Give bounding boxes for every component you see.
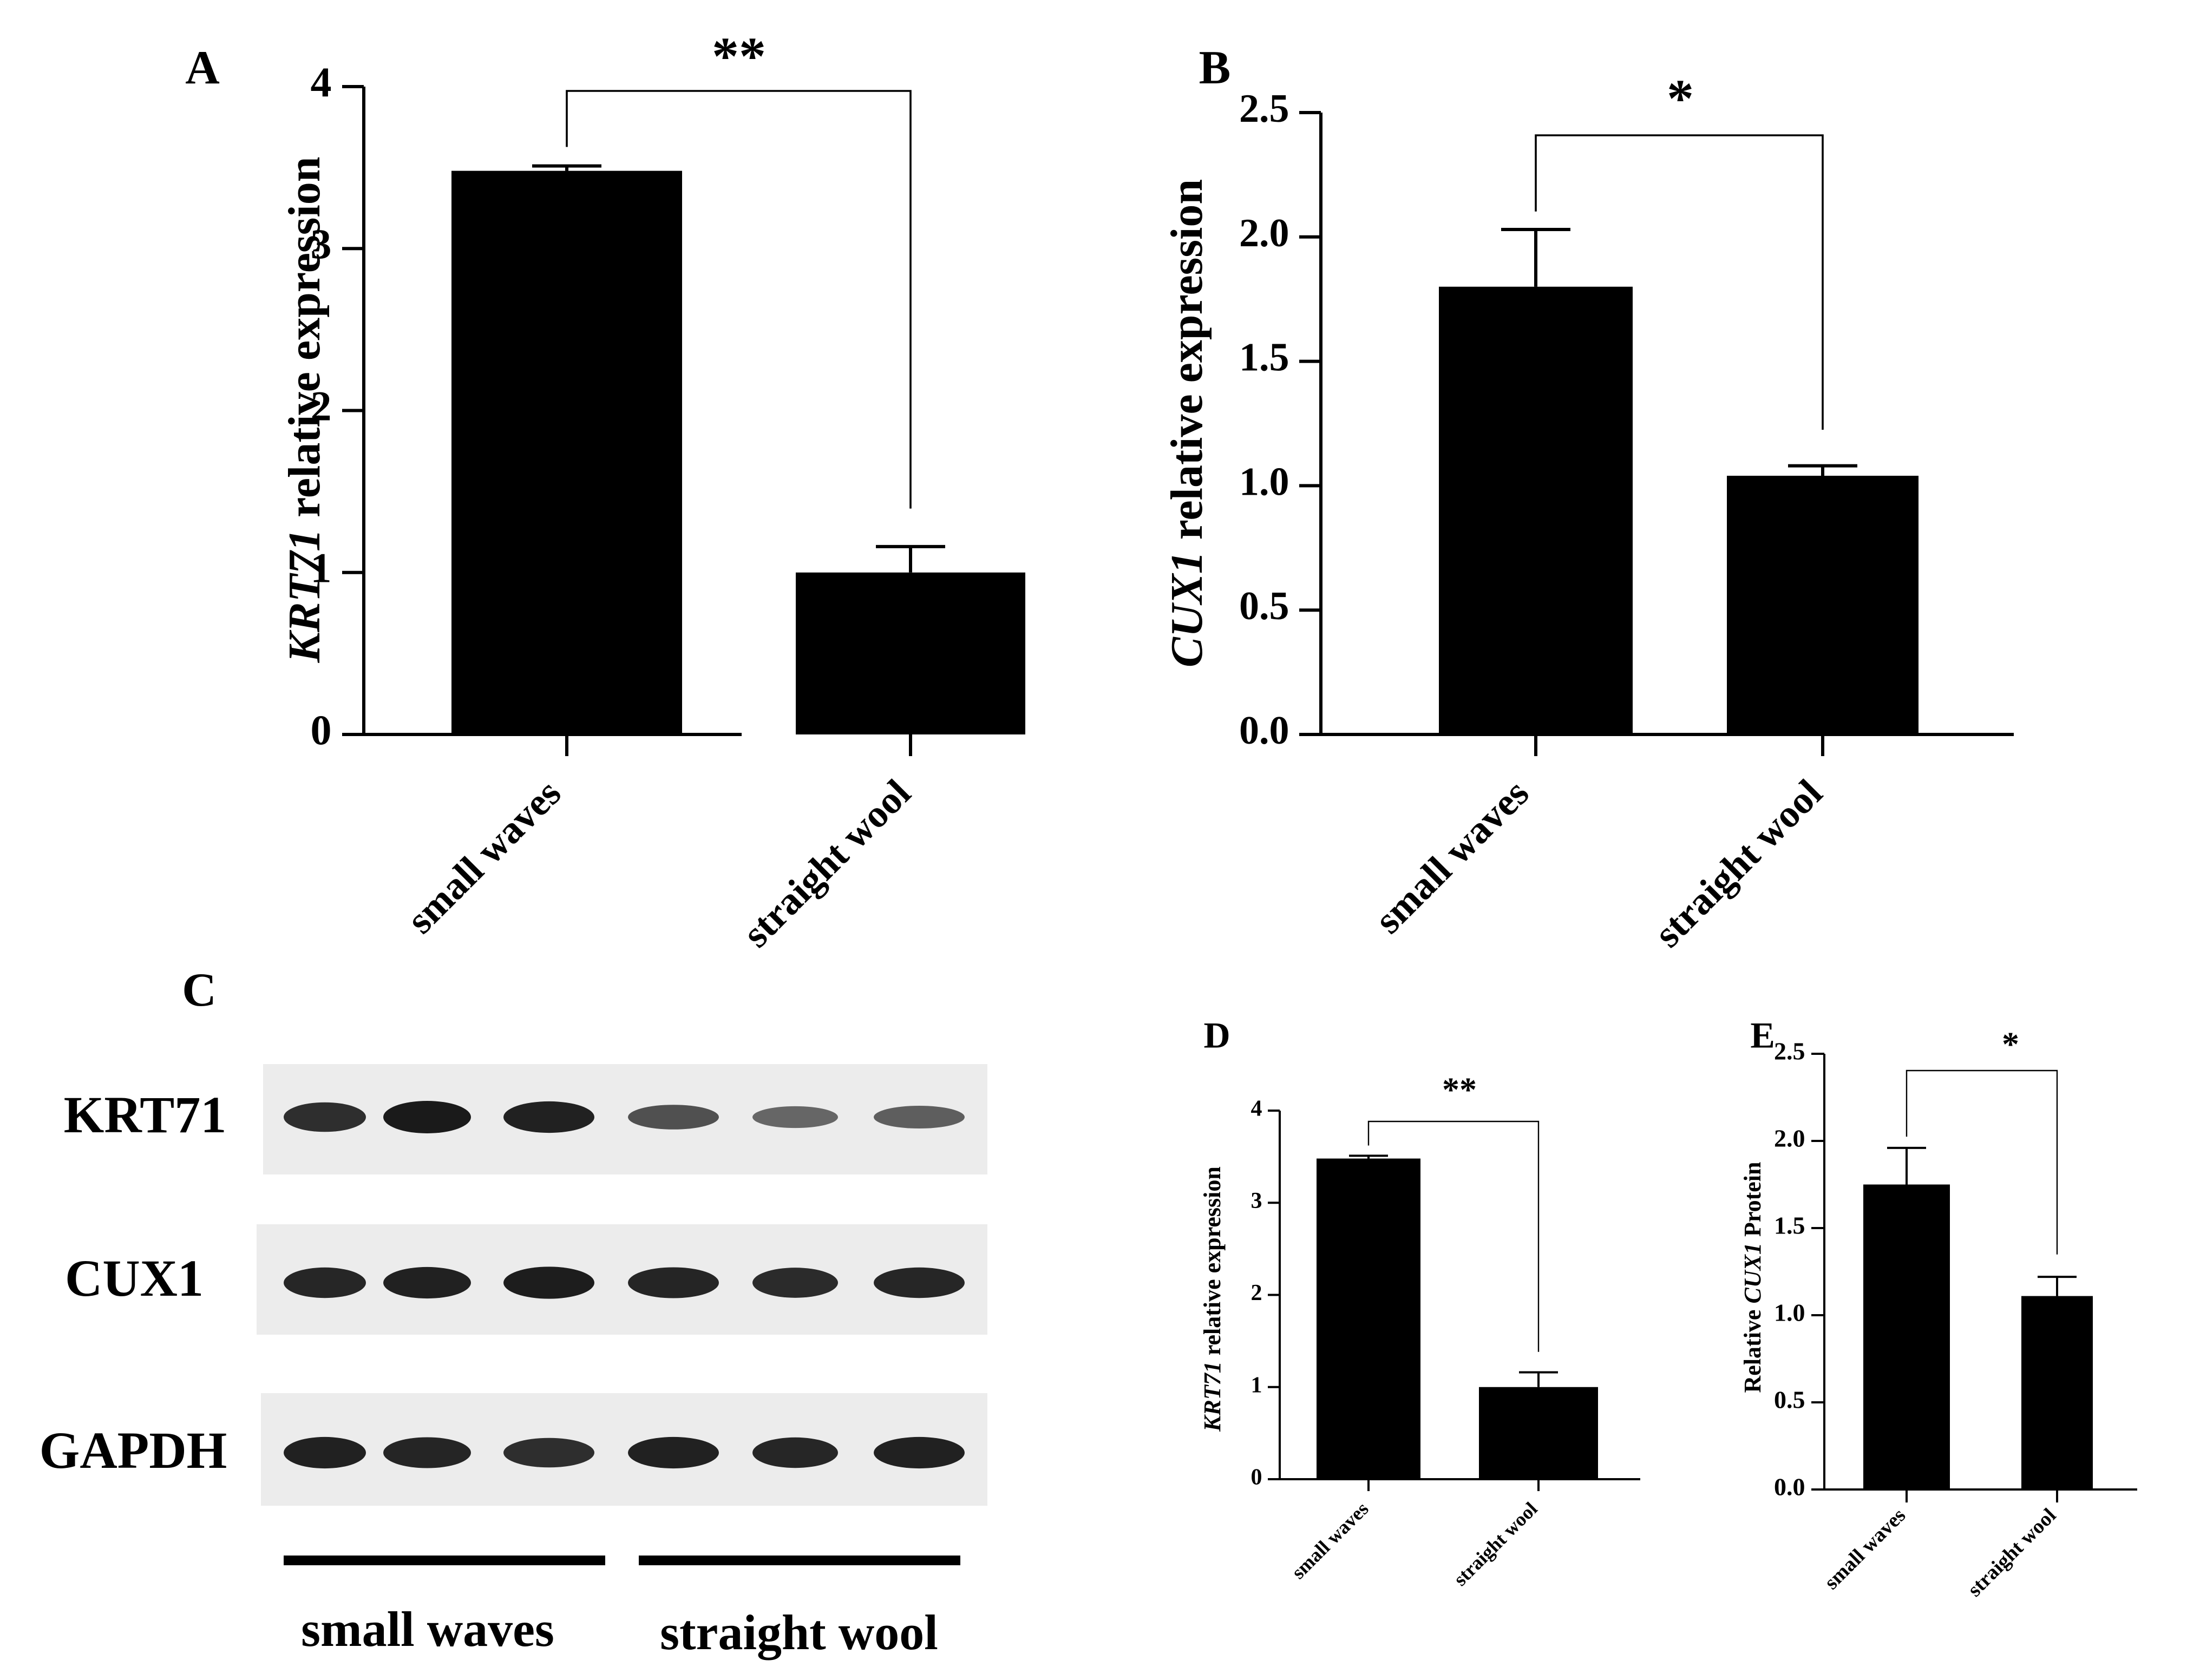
- blot-band: [628, 1105, 719, 1130]
- blot-strip: [261, 1393, 987, 1506]
- y-axis-label-gene: CUX1: [1739, 1243, 1766, 1303]
- y-tick-label: 2: [311, 382, 332, 429]
- bar: [796, 572, 1025, 734]
- blot-band: [383, 1101, 471, 1133]
- x-tick-label: small waves: [1820, 1504, 1910, 1594]
- y-axis-label: CUX1 relative expression: [1162, 179, 1212, 667]
- x-tick-label: straight wool: [1963, 1504, 2061, 1602]
- group-line: [639, 1556, 960, 1565]
- significance-marker: *: [2002, 1025, 2019, 1064]
- y-axis-label-gene: KRT71: [1199, 1361, 1226, 1432]
- x-tick-label: straight wool: [1449, 1498, 1541, 1590]
- y-tick-label: 1.5: [1239, 336, 1289, 380]
- y-axis-label: KRT71 relative expression: [1199, 1166, 1226, 1432]
- blot-row-label: KRT71: [64, 1086, 227, 1144]
- blot-band: [752, 1106, 838, 1128]
- significance-bracket: [566, 90, 912, 509]
- significance-marker: **: [1442, 1071, 1477, 1109]
- blot-band: [284, 1436, 366, 1469]
- x-tick-label: small waves: [398, 771, 569, 942]
- significance-bracket: [1906, 1069, 2058, 1255]
- y-tick-label: 2.0: [1239, 211, 1289, 255]
- blot-band: [284, 1267, 366, 1298]
- y-tick-label: 1: [1251, 1373, 1262, 1397]
- group-label: small waves: [301, 1602, 554, 1657]
- y-tick-label: 0: [1251, 1465, 1262, 1490]
- y-tick-label: 0: [311, 706, 332, 753]
- group-line: [284, 1556, 605, 1565]
- y-tick-label: 0.0: [1239, 708, 1289, 753]
- blot-band: [383, 1266, 471, 1299]
- y-tick-label: 4: [1251, 1097, 1262, 1121]
- bar: [451, 170, 682, 734]
- panel-letter: A: [185, 42, 220, 94]
- panel-letter: B: [1199, 42, 1231, 94]
- y-tick-label: 3: [311, 220, 332, 267]
- blot-band: [503, 1266, 594, 1299]
- x-tick-label: small waves: [1287, 1498, 1373, 1583]
- y-tick-label: 1.0: [1774, 1299, 1805, 1327]
- y-axis-label-suffix: relative expression: [279, 157, 330, 529]
- y-axis-label-suffix: Protein: [1739, 1162, 1766, 1243]
- panel-letter: E: [1750, 1015, 1775, 1056]
- blot-band: [503, 1438, 594, 1468]
- blot-band: [752, 1437, 838, 1468]
- blot-band: [874, 1267, 965, 1298]
- blot-band: [284, 1102, 366, 1132]
- chart-panel-a: A 0 1 2 3 4 small waves straight wool ** KRT71 re…: [185, 26, 1025, 956]
- blot-band: [503, 1101, 594, 1133]
- blot-band: [874, 1106, 965, 1128]
- bar: [1479, 1387, 1598, 1479]
- blot-band: [628, 1436, 719, 1469]
- x-tick-label: straight wool: [734, 771, 919, 956]
- blot-row-label: CUX1: [65, 1249, 204, 1307]
- blot-band: [752, 1268, 838, 1298]
- blot-row-label: GAPDH: [40, 1421, 227, 1479]
- y-tick-label: 0.0: [1774, 1473, 1805, 1501]
- panel-letter: D: [1203, 1015, 1230, 1056]
- y-tick-label: 1: [311, 544, 332, 592]
- y-tick-label: 2.5: [1774, 1038, 1805, 1065]
- blot-strip: [257, 1224, 987, 1335]
- x-tick-label: straight wool: [1646, 771, 1830, 956]
- chart-panel-b: B 0.0 0.5 1.0 1.5 2.0 2.5 small waves straight w…: [1162, 42, 2014, 956]
- y-axis-label-suffix: relative expression: [1199, 1166, 1226, 1361]
- y-tick-label: 2.0: [1774, 1125, 1805, 1152]
- western-blot-panel: C KRT71 CUX1 GAPDH small waves straight wool: [40, 964, 987, 1660]
- y-tick-label: 0.5: [1774, 1386, 1805, 1414]
- bar: [1727, 476, 1919, 734]
- group-label: straight wool: [660, 1605, 938, 1660]
- chart-panel-e: E 0.0 0.5 1.0 1.5 2.0 2.5 small waves straight w…: [1739, 1015, 2137, 1602]
- y-axis-label-prefix: Relative: [1739, 1304, 1766, 1393]
- bar: [1317, 1158, 1420, 1479]
- panel-letter: C: [182, 964, 217, 1016]
- blot-band: [628, 1267, 719, 1298]
- y-tick-label: 1.5: [1774, 1212, 1805, 1239]
- significance-marker: **: [712, 26, 766, 86]
- significance-bracket: [1535, 134, 1824, 430]
- y-tick-label: 4: [311, 58, 332, 106]
- y-axis-label: KRT71 relative expression: [279, 157, 330, 664]
- y-axis-label-gene: CUX1: [1162, 551, 1212, 667]
- bar: [1863, 1184, 1950, 1489]
- bar: [1439, 286, 1633, 734]
- significance-bracket: [1367, 1120, 1540, 1352]
- y-tick-label: 1.0: [1239, 460, 1289, 504]
- chart-panel-d: D 0 1 2 3 4 small waves straight wool ** KRT71 re…: [1199, 1015, 1640, 1590]
- y-axis-label-suffix: relative expression: [1162, 179, 1212, 551]
- y-axis-label: Relative CUX1 Protein: [1739, 1162, 1766, 1393]
- y-tick-label: 3: [1251, 1189, 1262, 1213]
- significance-marker: *: [1667, 68, 1694, 128]
- y-tick-label: 2.5: [1239, 87, 1289, 131]
- y-tick-label: 0.5: [1239, 584, 1289, 628]
- blot-band: [874, 1436, 965, 1469]
- x-tick-label: small waves: [1366, 771, 1537, 942]
- blot-band: [383, 1437, 471, 1468]
- y-axis-label-gene: KRT71: [279, 529, 330, 663]
- y-tick-label: 2: [1251, 1281, 1262, 1305]
- bar: [2021, 1296, 2093, 1489]
